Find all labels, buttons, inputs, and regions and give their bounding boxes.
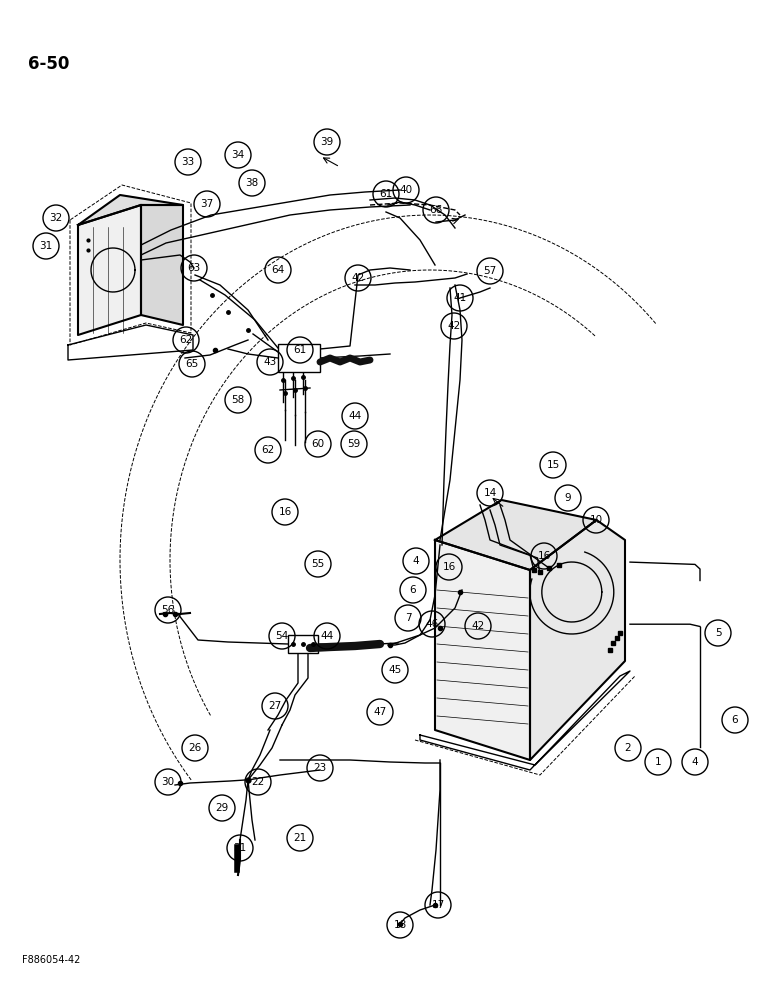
Text: 44: 44 <box>348 411 361 421</box>
Text: 15: 15 <box>547 460 560 470</box>
Bar <box>288 635 318 653</box>
Text: 31: 31 <box>233 843 246 853</box>
Text: 31: 31 <box>39 241 52 251</box>
Text: 6: 6 <box>410 585 416 595</box>
Text: 17: 17 <box>432 900 445 910</box>
Text: 46: 46 <box>425 619 438 629</box>
Bar <box>278 344 320 372</box>
Polygon shape <box>435 540 530 760</box>
Text: 64: 64 <box>272 265 285 275</box>
Text: 61: 61 <box>379 189 393 199</box>
Text: 1: 1 <box>655 757 662 767</box>
Text: F886054-42: F886054-42 <box>22 955 80 965</box>
Text: 22: 22 <box>252 777 265 787</box>
Text: 32: 32 <box>49 213 63 223</box>
Text: 45: 45 <box>388 665 401 675</box>
Text: 42: 42 <box>472 621 485 631</box>
Text: 60: 60 <box>311 439 324 449</box>
Text: 16: 16 <box>279 507 292 517</box>
Text: 66: 66 <box>429 205 442 215</box>
Text: 16: 16 <box>442 562 455 572</box>
Text: 65: 65 <box>185 359 198 369</box>
Text: 63: 63 <box>188 263 201 273</box>
Text: 58: 58 <box>232 395 245 405</box>
Text: 59: 59 <box>347 439 361 449</box>
Polygon shape <box>78 195 183 225</box>
Text: 5: 5 <box>715 628 721 638</box>
Text: 4: 4 <box>692 757 699 767</box>
Text: 6: 6 <box>732 715 738 725</box>
Text: 2: 2 <box>625 743 631 753</box>
Text: 34: 34 <box>232 150 245 160</box>
Text: 41: 41 <box>453 293 466 303</box>
Text: 56: 56 <box>161 605 174 615</box>
Text: 47: 47 <box>374 707 387 717</box>
Text: 44: 44 <box>320 631 334 641</box>
Text: 43: 43 <box>263 357 276 367</box>
Text: 42: 42 <box>351 273 364 283</box>
Text: 14: 14 <box>483 488 496 498</box>
Text: 4: 4 <box>413 556 419 566</box>
Text: 27: 27 <box>269 701 282 711</box>
Text: 57: 57 <box>483 266 496 276</box>
Text: 23: 23 <box>313 763 327 773</box>
Text: 54: 54 <box>276 631 289 641</box>
Polygon shape <box>141 205 183 325</box>
Text: 38: 38 <box>245 178 259 188</box>
Text: 30: 30 <box>161 777 174 787</box>
Text: 55: 55 <box>311 559 324 569</box>
Text: 9: 9 <box>564 493 571 503</box>
Polygon shape <box>530 520 625 760</box>
Text: 33: 33 <box>181 157 195 167</box>
Text: 7: 7 <box>405 613 411 623</box>
Text: 10: 10 <box>590 515 603 525</box>
Text: 42: 42 <box>448 321 461 331</box>
Polygon shape <box>78 205 141 335</box>
Text: 40: 40 <box>399 185 412 195</box>
Text: 37: 37 <box>201 199 214 209</box>
Polygon shape <box>435 500 597 570</box>
Text: 16: 16 <box>537 551 550 561</box>
Text: 61: 61 <box>293 345 306 355</box>
Text: 62: 62 <box>262 445 275 455</box>
Text: 6-50: 6-50 <box>28 55 69 73</box>
Text: 26: 26 <box>188 743 201 753</box>
Text: 21: 21 <box>293 833 306 843</box>
Text: 18: 18 <box>394 920 407 930</box>
Text: 29: 29 <box>215 803 229 813</box>
Text: 62: 62 <box>179 335 193 345</box>
Text: 39: 39 <box>320 137 334 147</box>
